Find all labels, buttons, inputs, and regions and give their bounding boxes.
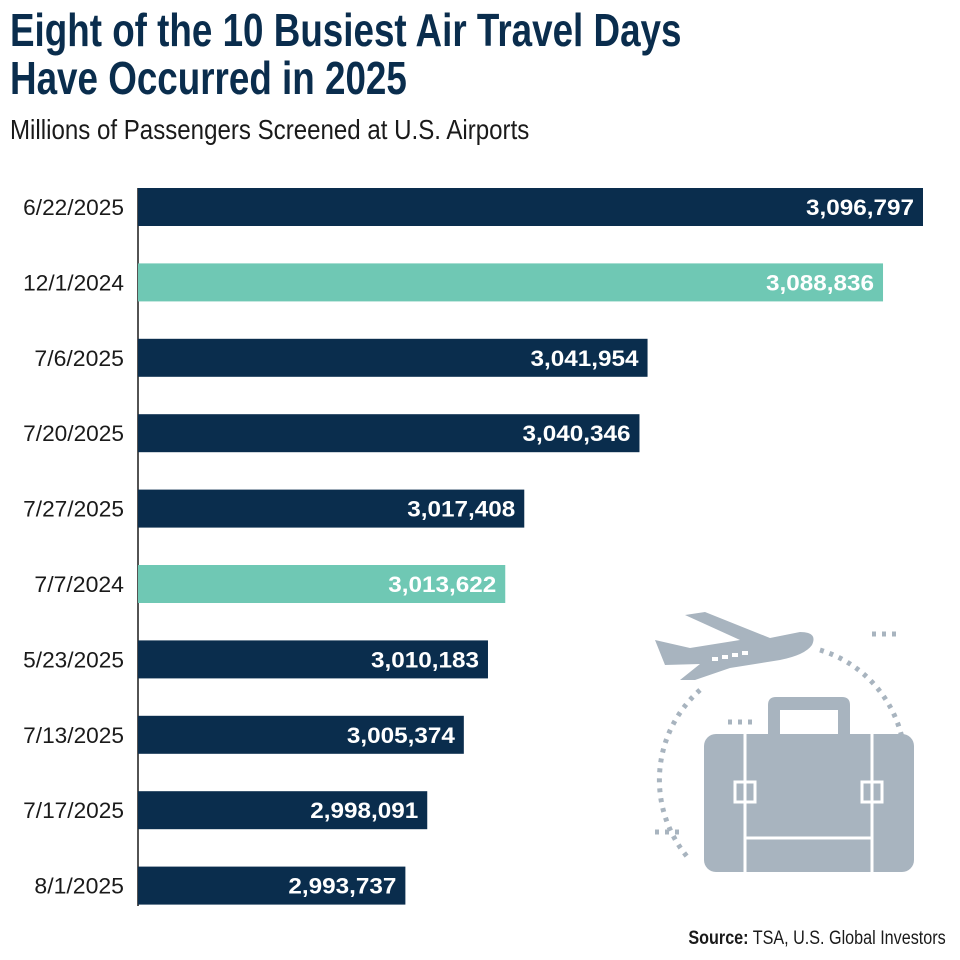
category-label: 5/23/2025: [23, 647, 124, 672]
data-label: 3,005,374: [347, 723, 456, 748]
title-line-2: Have Occurred in 2025: [10, 52, 407, 104]
data-label: 3,096,797: [806, 195, 914, 220]
bar: [138, 338, 648, 377]
category-label: 7/27/2025: [23, 497, 124, 522]
source-note: Source: TSA, U.S. Global Investors: [689, 928, 946, 950]
data-label: 2,993,737: [288, 874, 396, 899]
data-label: 3,041,954: [531, 346, 640, 371]
bar: [138, 640, 488, 679]
category-label: 12/1/2024: [23, 270, 124, 295]
data-label: 3,013,622: [388, 572, 496, 597]
airplane-suitcase-icon: [655, 612, 914, 872]
category-label: 7/20/2025: [23, 421, 124, 446]
bar: [138, 565, 506, 603]
bar: [138, 489, 525, 528]
title-line-1: Eight of the 10 Busiest Air Travel Days: [10, 4, 682, 56]
category-label: 7/6/2025: [34, 346, 124, 371]
data-label: 3,040,346: [522, 421, 630, 446]
data-label: 3,010,183: [371, 647, 479, 672]
category-label: 8/1/2025: [34, 874, 124, 899]
chart-title: Eight of the 10 Busiest Air Travel Days …: [10, 6, 681, 102]
bar: [138, 715, 464, 754]
category-label: 7/7/2024: [34, 572, 124, 597]
source-text: TSA, U.S. Global Investors: [748, 928, 946, 949]
bar: [138, 791, 428, 830]
source-label: Source:: [688, 928, 749, 949]
bar: [138, 866, 406, 905]
chart-subtitle: Millions of Passengers Screened at U.S. …: [10, 114, 530, 145]
bar: [138, 263, 884, 302]
category-label: 7/17/2025: [23, 798, 124, 823]
bar: [138, 188, 923, 226]
bar: [138, 414, 640, 453]
category-label: 6/22/2025: [23, 195, 124, 220]
category-label: 7/13/2025: [23, 723, 124, 748]
data-label: 2,998,091: [310, 798, 418, 823]
data-label: 3,088,836: [766, 270, 874, 295]
data-label: 3,017,408: [407, 497, 515, 522]
